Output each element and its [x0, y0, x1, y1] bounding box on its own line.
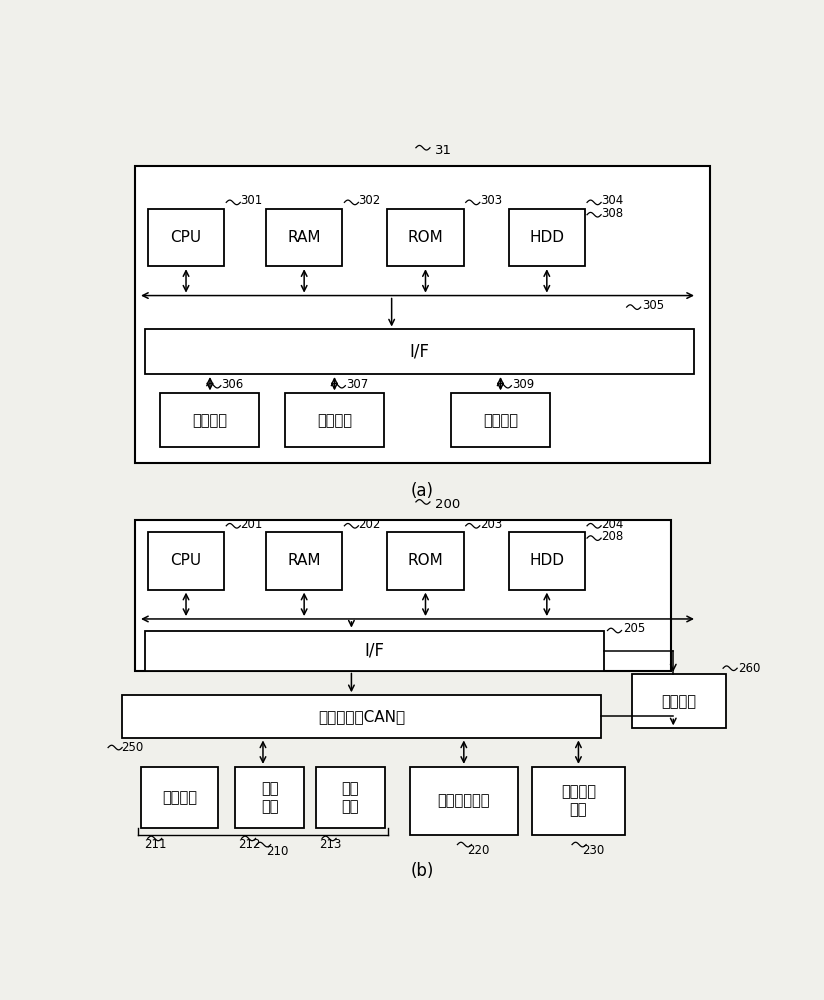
Bar	[135, 520, 672, 671]
Text: 210: 210	[266, 845, 288, 858]
Text: 260: 260	[737, 662, 761, 675]
Text: 306: 306	[222, 378, 244, 391]
Text: HDD: HDD	[529, 230, 564, 245]
Bar	[144, 329, 694, 374]
Bar	[147, 532, 224, 590]
Bar	[142, 767, 218, 828]
Bar	[285, 393, 384, 447]
Text: 显示装置: 显示装置	[193, 413, 227, 428]
Text: 211: 211	[144, 838, 167, 851]
Bar	[122, 695, 602, 738]
Text: HDD: HDD	[529, 553, 564, 568]
Text: 307: 307	[346, 378, 368, 391]
Text: 200: 200	[435, 498, 461, 512]
Bar	[161, 393, 260, 447]
Text: ROM: ROM	[408, 230, 443, 245]
Bar	[508, 532, 585, 590]
Text: 204: 204	[602, 518, 624, 531]
Text: 308: 308	[602, 207, 623, 220]
Text: 230: 230	[582, 844, 604, 857]
Text: 201: 201	[241, 518, 263, 531]
Text: 304: 304	[602, 194, 624, 207]
Bar	[410, 767, 518, 835]
Text: 302: 302	[358, 194, 381, 207]
Text: 309: 309	[512, 378, 534, 391]
Text: CPU: CPU	[171, 553, 202, 568]
Text: 车载网络（CAN）: 车载网络（CAN）	[318, 709, 405, 724]
Text: 208: 208	[602, 530, 624, 543]
Text: (a): (a)	[411, 482, 433, 500]
Text: 位置计算装置: 位置计算装置	[438, 793, 490, 808]
Text: 转向
装置: 转向 装置	[261, 781, 279, 814]
Text: 303: 303	[480, 194, 502, 207]
Text: 通信装置: 通信装置	[483, 413, 518, 428]
Text: 205: 205	[624, 622, 646, 635]
Text: CPU: CPU	[171, 230, 202, 245]
Bar	[387, 532, 464, 590]
Bar	[532, 767, 625, 835]
Text: 加速
装置: 加速 装置	[341, 781, 359, 814]
Text: 305: 305	[643, 299, 665, 312]
Text: (b): (b)	[410, 862, 434, 880]
Text: 301: 301	[241, 194, 263, 207]
Text: I/F: I/F	[364, 642, 385, 660]
Bar	[135, 166, 709, 463]
Bar	[147, 209, 224, 266]
Text: 213: 213	[319, 838, 341, 851]
Bar	[632, 674, 726, 728]
Text: 203: 203	[480, 518, 502, 531]
Text: 31: 31	[435, 144, 452, 157]
Text: RAM: RAM	[288, 553, 321, 568]
Bar	[235, 767, 304, 828]
Text: 周围监视
相机: 周围监视 相机	[561, 784, 596, 817]
Text: ROM: ROM	[408, 553, 443, 568]
Text: 通信装置: 通信装置	[662, 694, 696, 709]
Text: 202: 202	[358, 518, 381, 531]
Bar	[508, 209, 585, 266]
Text: I/F: I/F	[409, 343, 429, 361]
Bar	[266, 532, 343, 590]
Text: RAM: RAM	[288, 230, 321, 245]
Bar	[316, 767, 385, 828]
Bar	[266, 209, 343, 266]
Text: 212: 212	[238, 838, 261, 851]
Bar	[387, 209, 464, 266]
Text: 220: 220	[467, 844, 489, 857]
Text: 250: 250	[121, 741, 143, 754]
Text: 输入装置: 输入装置	[317, 413, 352, 428]
Text: 制动装置: 制动装置	[162, 790, 197, 805]
Bar	[144, 631, 604, 671]
Bar	[451, 393, 550, 447]
